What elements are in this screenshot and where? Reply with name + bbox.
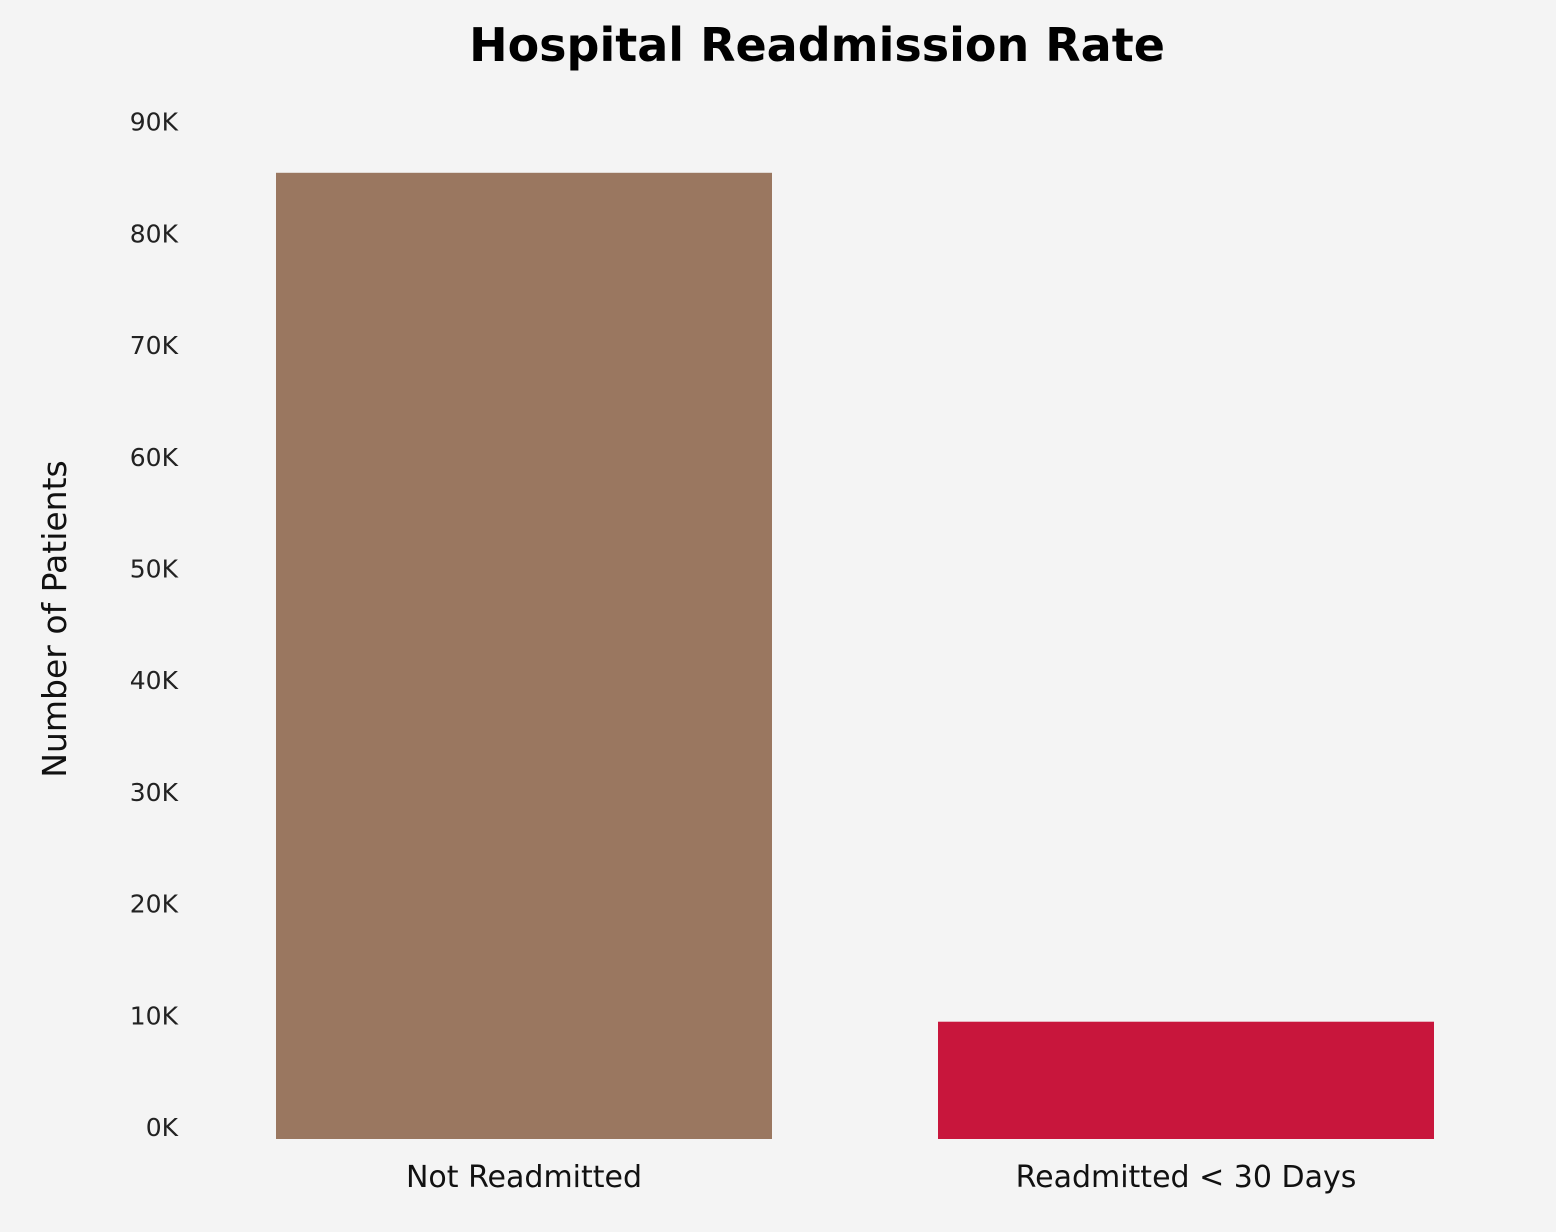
bar-readmitted-30-days[interactable]	[938, 1021, 1434, 1139]
bar-not-readmitted[interactable]	[276, 172, 772, 1140]
x-category-label: Readmitted < 30 Days	[1016, 1160, 1357, 1195]
x-axis-labels: Not Readmitted Readmitted < 30 Days	[406, 1160, 1356, 1195]
bars	[276, 172, 1434, 1140]
chart-title: Hospital Readmission Rate	[469, 18, 1165, 72]
x-category-label: Not Readmitted	[406, 1160, 642, 1195]
y-tick-label: 50K	[130, 555, 179, 584]
y-tick-label: 90K	[130, 108, 179, 137]
y-tick-label: 30K	[130, 778, 179, 807]
y-tick-label: 80K	[130, 219, 179, 248]
y-axis-ticks: 0K 10K 20K 30K 40K 50K 60K 70K 80K 90K	[130, 108, 179, 1142]
y-tick-label: 10K	[130, 1001, 179, 1030]
y-tick-label: 40K	[130, 666, 179, 695]
y-tick-label: 70K	[130, 331, 179, 360]
y-tick-label: 0K	[146, 1113, 179, 1142]
y-axis-title: Number of Patients	[35, 460, 74, 777]
y-tick-label: 60K	[130, 443, 179, 472]
y-tick-label: 20K	[130, 890, 179, 919]
